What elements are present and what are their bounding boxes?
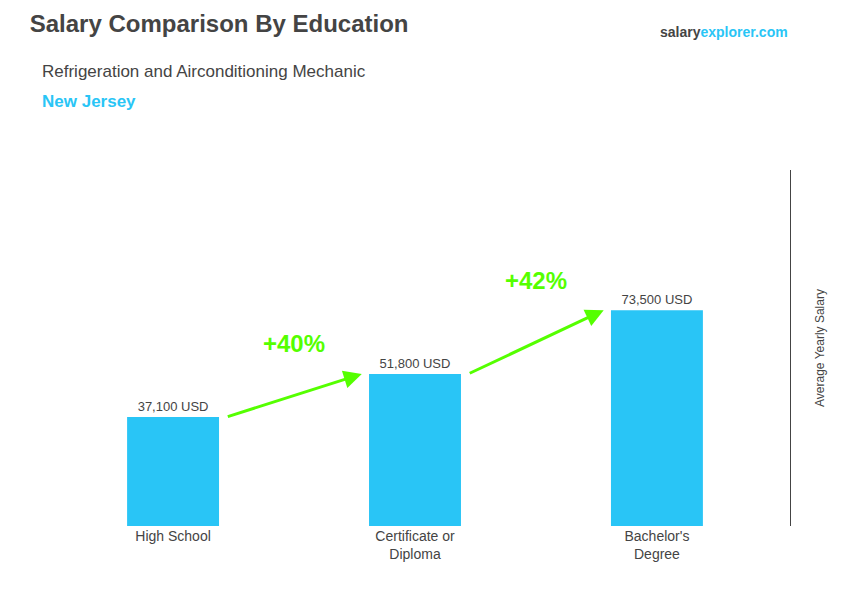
svg-text:+42%: +42% bbox=[505, 267, 567, 294]
svg-text:Refrigeration and Aircondition: Refrigeration and Airconditioning Mechan… bbox=[42, 62, 366, 81]
svg-text:+40%: +40% bbox=[263, 330, 325, 357]
svg-text:51,800 USD: 51,800 USD bbox=[380, 356, 451, 371]
svg-text:New Jersey: New Jersey bbox=[42, 92, 136, 111]
svg-text:73,500 USD: 73,500 USD bbox=[622, 292, 693, 307]
svg-text:37,100 USD: 37,100 USD bbox=[138, 399, 209, 414]
svg-text:Salary Comparison By Education: Salary Comparison By Education bbox=[30, 10, 409, 37]
svg-text:Average Yearly Salary: Average Yearly Salary bbox=[813, 289, 827, 407]
svg-text:High School: High School bbox=[135, 528, 211, 544]
svg-text:salaryexplorer.com: salaryexplorer.com bbox=[660, 24, 788, 40]
svg-text:Certificate orDiploma: Certificate orDiploma bbox=[375, 528, 455, 562]
svg-text:Bachelor'sDegree: Bachelor'sDegree bbox=[624, 528, 689, 562]
